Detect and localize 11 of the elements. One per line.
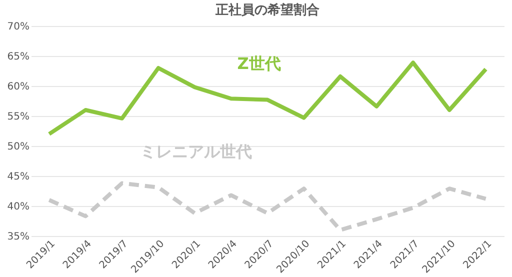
y-tick-label: 65% xyxy=(7,52,30,62)
y-tick-label: 70% xyxy=(7,22,30,32)
y-tick-label: 45% xyxy=(7,172,30,182)
y-tick-label: 60% xyxy=(7,82,30,92)
y-tick-label: 40% xyxy=(7,202,30,212)
series-label: Z世代 xyxy=(237,54,281,73)
line-series xyxy=(47,181,488,232)
chart-title: 正社員の希望割合 xyxy=(214,2,320,18)
y-tick-label: 35% xyxy=(7,232,30,242)
y-tick-label: 55% xyxy=(7,112,30,122)
y-tick-label: 50% xyxy=(7,142,30,152)
